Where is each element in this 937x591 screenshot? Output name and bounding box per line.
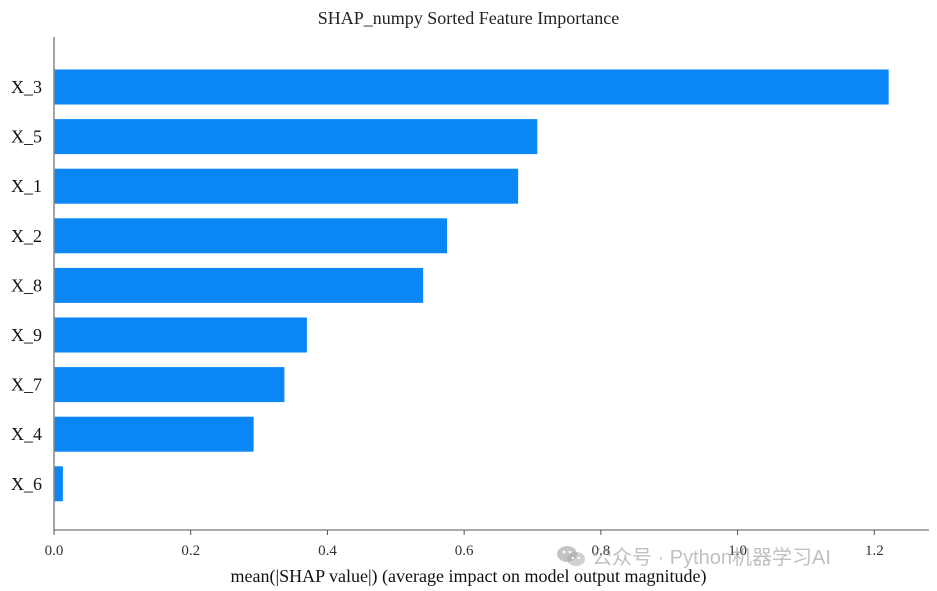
x-tick-label: 1.0 <box>728 543 747 559</box>
watermark-text: 公众号 · Python机器学习AI <box>592 547 831 569</box>
x-ticks-group: 0.0 0.2 0.4 0.6 0.8 1.0 1.2 <box>45 530 884 559</box>
y-tick-labels-group: X_3 X_5 X_1 X_2 X_8 X_9 X_7 X_4 X_6 <box>11 77 42 494</box>
wechat-icon <box>557 545 585 566</box>
bar-X_3 <box>54 69 889 105</box>
y-tick-label-X_8: X_8 <box>11 275 42 295</box>
x-tick-label: 0.8 <box>592 543 611 559</box>
y-tick-label-X_4: X_4 <box>11 424 42 444</box>
bar-X_2 <box>54 218 448 254</box>
bar-X_1 <box>54 168 519 204</box>
bar-X_9 <box>54 317 307 353</box>
y-tick-label-X_5: X_5 <box>11 127 42 147</box>
bars-group <box>54 69 889 502</box>
x-tick-label: 0.6 <box>455 543 474 559</box>
y-tick-label-X_7: X_7 <box>11 375 42 395</box>
y-tick-label-X_2: X_2 <box>11 226 42 246</box>
x-axis-label: mean(|SHAP value|) (average impact on mo… <box>230 566 707 586</box>
y-tick-label-X_1: X_1 <box>11 176 42 196</box>
x-tick-label: 1.2 <box>865 543 884 559</box>
bar-X_6 <box>54 466 63 502</box>
y-tick-label-X_3: X_3 <box>11 77 42 97</box>
x-tick-label: 0.2 <box>181 543 200 559</box>
watermark: 公众号 · Python机器学习AI <box>556 541 831 570</box>
bar-X_7 <box>54 367 285 403</box>
bar-X_5 <box>54 119 538 155</box>
bar-X_4 <box>54 416 254 452</box>
x-tick-label: 0.4 <box>318 543 337 559</box>
y-tick-label-X_6: X_6 <box>11 474 42 494</box>
bar-X_8 <box>54 267 424 303</box>
y-tick-label-X_9: X_9 <box>11 325 42 345</box>
chart-title: SHAP_numpy Sorted Feature Importance <box>317 8 620 28</box>
x-tick-label: 0.0 <box>45 543 64 559</box>
